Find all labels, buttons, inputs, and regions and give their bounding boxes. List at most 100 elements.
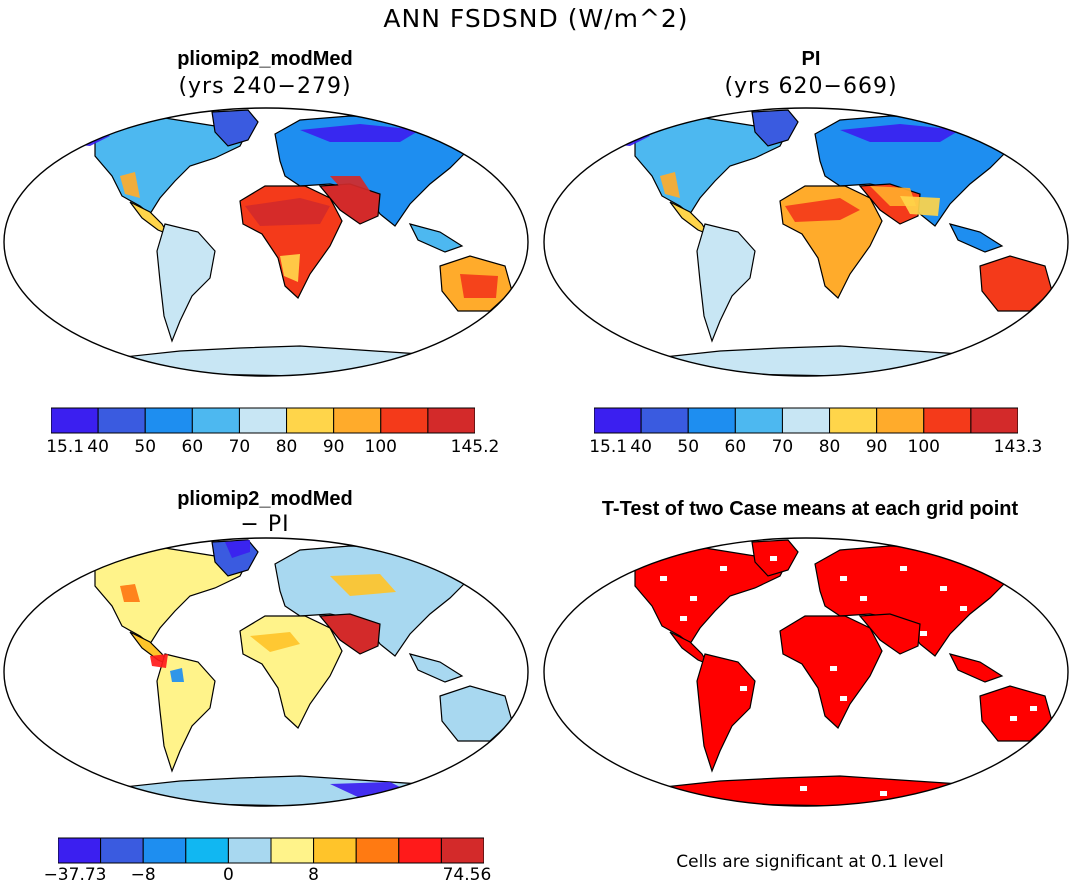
landmass-se-asia-islands (408, 653, 464, 683)
colorbar-tick-label: 60 (181, 437, 204, 457)
colorbar-bottom-left (58, 837, 484, 864)
landmass-south-america (156, 223, 216, 343)
landmass-africa (779, 615, 883, 729)
colorbar-top-right (594, 407, 1018, 434)
landmass-north-america (94, 547, 246, 645)
colorbar-tick-label: 70 (771, 437, 794, 457)
colorbar-tick-label: 60 (724, 437, 747, 457)
map-bottom-right (543, 537, 1069, 807)
colorbar-tick-label: 50 (134, 437, 157, 457)
colorbar-swatch (51, 407, 99, 434)
landmass-arabia-india (858, 613, 921, 655)
nonsig-cell (840, 696, 847, 701)
nonsig-cell (920, 631, 927, 636)
colorbar-swatch (440, 837, 484, 864)
colorbar-tick-label: −37.73 (43, 865, 107, 885)
colorbar-swatch (427, 407, 475, 434)
landmass-south-america (696, 653, 756, 773)
value-patch (170, 668, 184, 682)
colorbar-swatch (829, 407, 878, 434)
colorbar-tick-label: 15.1 (46, 437, 85, 457)
panel-title-top-right: PI (801, 48, 821, 70)
nonsig-cell (1030, 706, 1037, 711)
colorbar-swatch (734, 407, 783, 434)
colorbar-swatch (687, 407, 736, 434)
colorbar-swatch (313, 837, 357, 864)
colorbar-swatch (380, 407, 429, 434)
colorbar-swatch (398, 837, 442, 864)
colorbar-swatch (876, 407, 925, 434)
map-border (3, 537, 529, 807)
value-patch (245, 198, 330, 226)
value-patch (120, 172, 140, 198)
landmass-arabia-india (318, 613, 381, 655)
nonsig-cell (690, 596, 697, 601)
colorbar-swatch (100, 837, 144, 864)
panel-title-top-left: pliomip2_modMed (177, 48, 353, 70)
nonsig-cell (840, 576, 847, 581)
colorbar-tick-label: 90 (322, 437, 345, 457)
value-patch (330, 574, 396, 596)
panel-subtitle-top-right: (yrs 620−669) (724, 74, 898, 99)
value-patch (280, 254, 300, 282)
nonsig-cell (880, 791, 887, 796)
nonsig-cell (800, 786, 807, 791)
colorbar-swatch (270, 837, 315, 864)
value-patch (460, 274, 498, 298)
landmass-se-asia-islands (948, 653, 1004, 683)
landmass-se-asia-islands (948, 223, 1004, 253)
colorbar-tick-label: 100 (364, 437, 397, 457)
map-bottom-left (3, 537, 529, 807)
landmass-south-america (156, 653, 216, 773)
colorbar-tick-label: 80 (818, 437, 841, 457)
value-patch (330, 176, 372, 198)
colorbar-swatch (286, 407, 335, 434)
nonsig-cell (770, 556, 777, 561)
landmass-greenland (751, 109, 799, 147)
map-top-right (543, 107, 1069, 377)
colorbar-swatch (144, 407, 193, 434)
colorbar-tick-label: 80 (275, 437, 298, 457)
value-patch (300, 124, 420, 142)
value-patch (225, 540, 250, 558)
nonsig-cell (720, 566, 727, 571)
value-patch (150, 654, 168, 668)
colorbar-swatch (333, 407, 382, 434)
significance-note: Cells are significant at 0.1 level (676, 852, 944, 872)
colorbar-tick-label: −8 (130, 865, 156, 885)
colorbar-tick-label: 15.1 (589, 437, 628, 457)
colorbar-top-left (51, 407, 475, 434)
colorbar-tick-label: 0 (222, 865, 234, 885)
nonsig-cell (830, 666, 837, 671)
colorbar-swatch (781, 407, 831, 434)
colorbar-swatch (355, 837, 400, 864)
colorbar-tick-label: 100 (907, 437, 940, 457)
map-border (3, 107, 529, 377)
colorbar-tick-label: 143.3 (993, 437, 1043, 457)
panel-subtitle-top-left: (yrs 240−279) (178, 74, 352, 99)
nonsig-cell (740, 686, 747, 691)
map-top-left (3, 107, 529, 377)
nonsig-cell (660, 576, 667, 581)
value-patch (120, 584, 140, 602)
value-patch (900, 196, 940, 216)
colorbar-tick-label: 70 (228, 437, 251, 457)
figure-title: ANN FSDSND (W/m^2) (383, 4, 689, 33)
colorbar-tick-label: 90 (865, 437, 888, 457)
colorbar-tick-label: 145.2 (450, 437, 500, 457)
colorbar-swatch (640, 407, 689, 434)
value-patch (785, 198, 860, 222)
value-patch (250, 632, 300, 652)
landmass-south-america (696, 223, 756, 343)
landmass-north-america (634, 547, 786, 645)
colorbar-swatch (142, 837, 187, 864)
colorbar-swatch (185, 837, 229, 864)
nonsig-cell (860, 596, 867, 601)
colorbar-tick-label: 50 (677, 437, 700, 457)
colorbar-tick-label: 40 (87, 437, 109, 457)
colorbar-swatch (923, 407, 972, 434)
value-patch (660, 172, 680, 198)
colorbar-tick-label: 74.56 (442, 865, 492, 885)
nonsig-cell (680, 616, 687, 621)
value-patch (840, 124, 960, 142)
